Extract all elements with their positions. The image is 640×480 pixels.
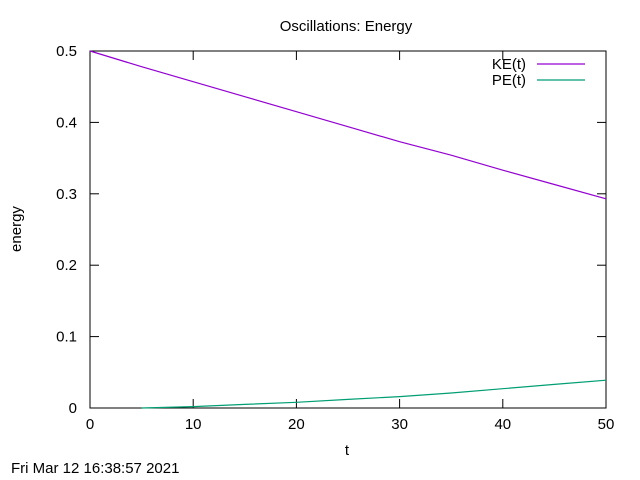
y-tick-label: 0.5 — [56, 43, 77, 60]
legend: KE(t)PE(t) — [492, 56, 585, 89]
x-tick-label: 50 — [598, 416, 615, 433]
series-line-pet — [141, 379, 607, 409]
y-tick-label: 0.2 — [56, 257, 77, 274]
x-tick-label: 40 — [494, 416, 511, 433]
x-axis: 0 10 20 30 40 50 — [86, 51, 615, 433]
timestamp-label: Fri Mar 12 16:38:57 2021 — [11, 460, 180, 477]
series-line-ket — [89, 50, 607, 200]
y-tick-label: 0.3 — [56, 186, 77, 203]
x-tick-label: 10 — [185, 416, 202, 433]
plot-border — [89, 50, 607, 409]
legend-label: KE(t) — [492, 56, 526, 73]
x-tick-label: 30 — [391, 416, 408, 433]
plot-frame — [89, 50, 607, 409]
x-tick-label: 20 — [288, 416, 305, 433]
y-tick-label: 0.4 — [56, 114, 77, 131]
x-tick-label: 0 — [86, 416, 94, 433]
y-tick-label: 0 — [69, 400, 77, 417]
chart-title: Oscillations: Energy — [280, 18, 413, 35]
x-axis-label: t — [345, 442, 350, 459]
y-tick-label: 0.1 — [56, 329, 77, 346]
y-axis-label: energy — [8, 206, 25, 252]
series-layer — [89, 50, 607, 409]
y-axis: 0 0.1 0.2 0.3 0.4 0.5 — [56, 43, 606, 417]
legend-label: PE(t) — [492, 72, 526, 89]
